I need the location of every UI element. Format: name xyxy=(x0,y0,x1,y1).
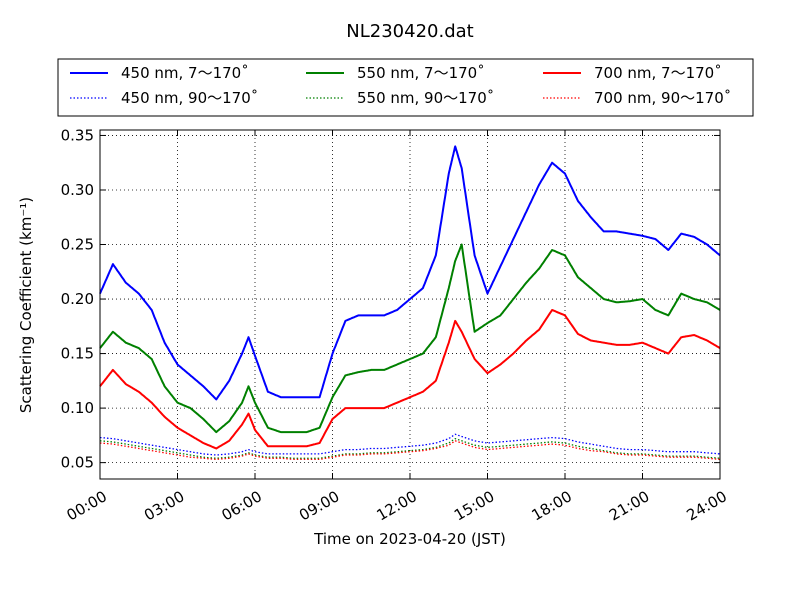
plot-area: 00:00 03:00 06:00 09:00 12:00 15:00 18:00 21:00… xyxy=(61,126,730,524)
series-line-solid-2 xyxy=(99,309,721,450)
series-layer xyxy=(99,145,721,461)
x-tick-label: 03:00 xyxy=(141,487,187,524)
y-tick-label: 0.35 xyxy=(61,126,94,144)
x-tick-label: 09:00 xyxy=(296,487,342,524)
y-tick-label: 0.25 xyxy=(61,236,94,254)
grid xyxy=(100,130,720,479)
legend-label: 450 nm, 7～170˚ xyxy=(121,64,249,82)
legend: 450 nm, 7～170˚ 550 nm, 7～170˚ 700 nm, 7～17… xyxy=(57,58,754,117)
legend-label: 550 nm, 7～170˚ xyxy=(357,64,485,82)
x-tick-label: 12:00 xyxy=(374,487,420,524)
x-tick-label: 18:00 xyxy=(529,487,575,524)
x-tick-label: 00:00 xyxy=(64,487,110,524)
y-tick-label: 0.20 xyxy=(61,290,94,308)
series-line-solid-0 xyxy=(99,145,721,401)
series-line-dotted-5 xyxy=(99,440,721,461)
series-line-dotted-3 xyxy=(100,433,721,456)
y-tick-label: 0.05 xyxy=(61,454,94,472)
chart-title: NL230420.dat xyxy=(346,21,473,42)
x-tick-label: 15:00 xyxy=(451,487,497,524)
x-axis-label: Time on 2023-04-20 (JST) xyxy=(313,530,506,548)
y-axis-label: Scattering Coefficient (km⁻¹) xyxy=(17,197,35,413)
legend-box xyxy=(57,58,754,117)
series-line-dotted-4 xyxy=(99,437,721,459)
legend-label: 550 nm, 90～170˚ xyxy=(357,89,494,107)
plot-background xyxy=(100,130,720,479)
legend-label: 700 nm, 7～170˚ xyxy=(594,64,722,82)
y-tick-label: 0.30 xyxy=(61,181,94,199)
series-line-solid-1 xyxy=(99,243,721,434)
legend-label: 450 nm, 90～170˚ xyxy=(121,89,258,107)
y-tick-label: 0.15 xyxy=(61,345,94,363)
y-tick-label: 0.10 xyxy=(61,399,94,417)
legend-label: 700 nm, 90～170˚ xyxy=(594,89,731,107)
x-tick-label: 24:00 xyxy=(684,487,730,524)
x-tick-label: 21:00 xyxy=(606,487,652,524)
x-tick-label: 06:00 xyxy=(219,487,265,524)
